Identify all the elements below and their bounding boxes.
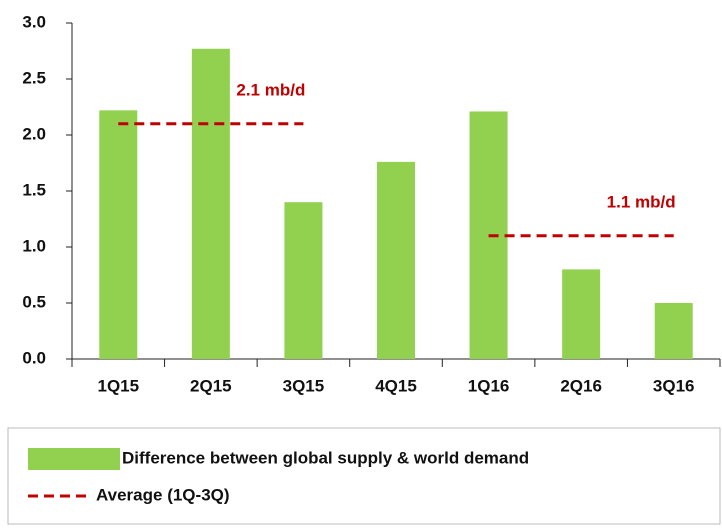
legend-label: Average (1Q-3Q) <box>96 485 230 504</box>
bar <box>654 303 693 359</box>
x-tick-label: 1Q15 <box>97 376 139 395</box>
y-tick-label: 1.5 <box>22 180 46 199</box>
x-tick-label: 3Q16 <box>653 376 695 395</box>
legend-frame <box>7 427 721 525</box>
y-tick-label: 0.5 <box>22 292 46 311</box>
y-tick-label: 3.0 <box>22 12 46 31</box>
bar <box>377 161 415 359</box>
y-tick-label: 1.0 <box>22 236 46 255</box>
bar <box>284 202 323 359</box>
x-tick-label: 1Q16 <box>468 376 510 395</box>
y-tick-label: 2.0 <box>22 124 46 143</box>
bar <box>191 48 230 359</box>
annotation: 2.1 mb/d <box>236 80 305 99</box>
bar <box>562 269 601 359</box>
x-tick-label: 4Q15 <box>375 376 417 395</box>
legend-swatch <box>28 448 120 470</box>
annotation: 1.1 mb/d <box>607 192 676 211</box>
y-tick-label: 0.0 <box>22 348 46 367</box>
x-tick-label: 2Q15 <box>190 376 232 395</box>
y-tick-label: 2.5 <box>22 68 46 87</box>
x-tick-label: 2Q16 <box>560 376 602 395</box>
bar <box>99 110 138 359</box>
legend-label: Difference between global supply & world… <box>122 448 529 467</box>
x-tick-label: 3Q15 <box>283 376 325 395</box>
